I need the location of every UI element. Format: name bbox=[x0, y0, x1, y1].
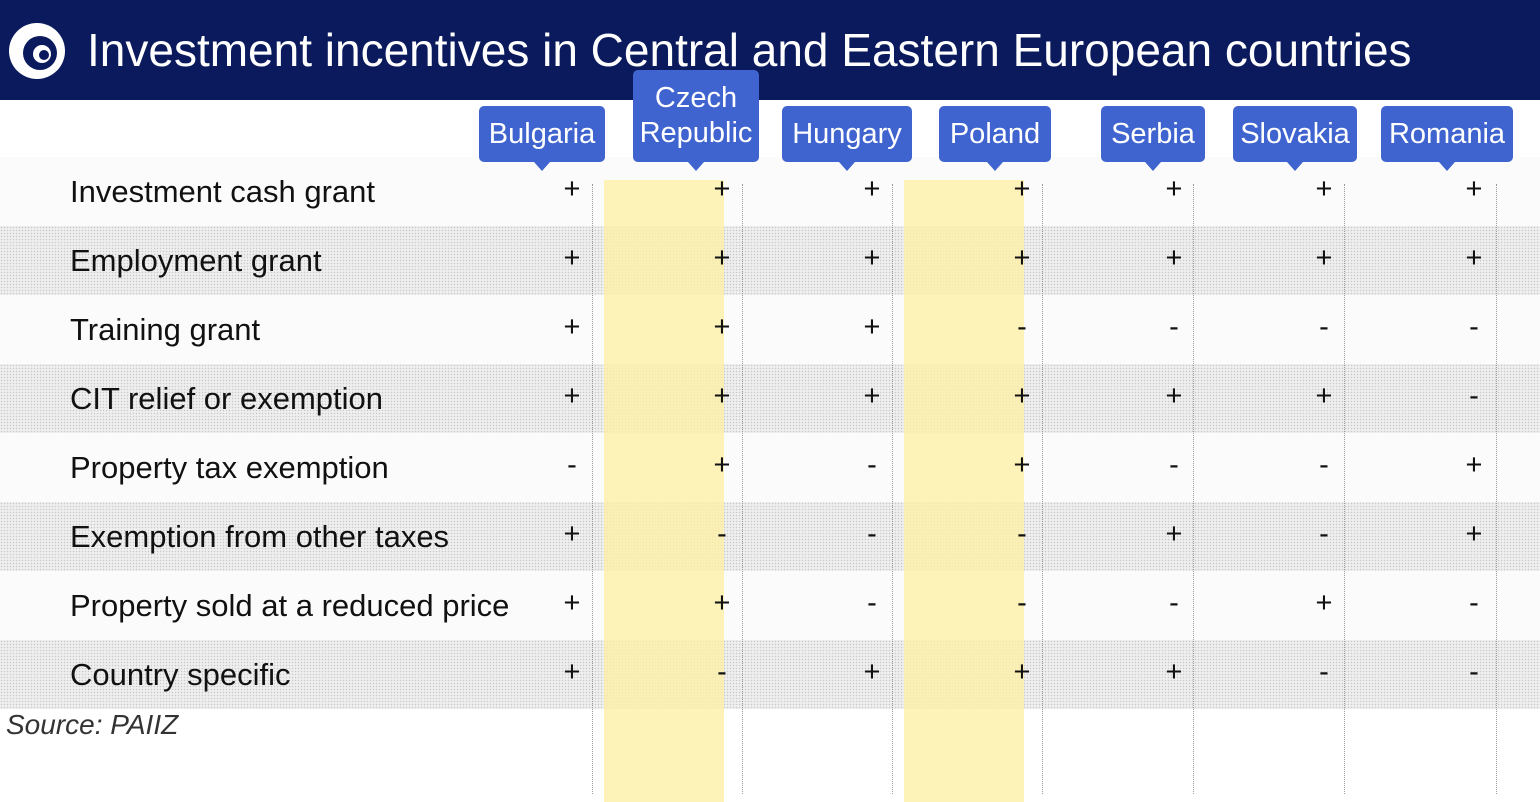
source-note: Source: PAIIZ bbox=[6, 709, 179, 740]
table-cell: - bbox=[717, 518, 727, 550]
table-cell: + bbox=[1465, 518, 1483, 550]
table-cell: + bbox=[1315, 173, 1333, 205]
table-cell: + bbox=[1465, 449, 1483, 481]
table-cell: - bbox=[1319, 656, 1329, 688]
row-label: Training grant bbox=[70, 312, 261, 347]
table-cell: + bbox=[1315, 587, 1333, 619]
column-highlight bbox=[604, 180, 724, 802]
table-cell: + bbox=[713, 449, 731, 481]
table-cell: + bbox=[1165, 173, 1183, 205]
table-cell: + bbox=[863, 380, 881, 412]
table-cell: - bbox=[717, 656, 727, 688]
row-label: Property tax exemption bbox=[70, 450, 389, 485]
table-cell: - bbox=[1319, 449, 1329, 481]
row-label: Country specific bbox=[70, 657, 291, 692]
country-header: Slovakia bbox=[1233, 106, 1357, 171]
table-cell: - bbox=[1469, 587, 1479, 619]
table-cell: - bbox=[1169, 587, 1179, 619]
table-cell: - bbox=[867, 587, 877, 619]
row-band bbox=[0, 364, 1540, 433]
table-cell: + bbox=[1465, 173, 1483, 205]
table-cell: + bbox=[713, 311, 731, 343]
page-title: Investment incentives in Central and Eas… bbox=[87, 24, 1412, 76]
table-cell: + bbox=[1315, 242, 1333, 274]
table-cell: + bbox=[1165, 380, 1183, 412]
table-cell: + bbox=[1165, 656, 1183, 688]
table-cell: + bbox=[713, 242, 731, 274]
country-header: Czech Republic bbox=[633, 70, 759, 171]
table-cell: + bbox=[563, 656, 581, 688]
table-cell: + bbox=[863, 656, 881, 688]
country-header: Poland bbox=[939, 106, 1051, 171]
column-separator bbox=[592, 184, 593, 794]
row-band bbox=[0, 502, 1540, 571]
row-band bbox=[0, 571, 1540, 640]
table-cell: - bbox=[1469, 656, 1479, 688]
table-cell: + bbox=[713, 380, 731, 412]
row-band bbox=[0, 295, 1540, 364]
table-cell: + bbox=[563, 173, 581, 205]
table-cell: + bbox=[1013, 242, 1031, 274]
circular-arc-logo-icon bbox=[9, 23, 65, 79]
table-cell: - bbox=[867, 449, 877, 481]
table-cell: - bbox=[1319, 518, 1329, 550]
incentives-table: Investment cash grant + + + + + + + Employment g… bbox=[0, 70, 1540, 802]
table-cell: + bbox=[1013, 656, 1031, 688]
table-cell: - bbox=[1169, 311, 1179, 343]
table-cell: + bbox=[563, 587, 581, 619]
table-cell: - bbox=[567, 449, 577, 481]
title-bar: Investment incentives in Central and Eas… bbox=[0, 0, 1540, 100]
table-cell: - bbox=[1469, 311, 1479, 343]
column-separator bbox=[1042, 184, 1043, 794]
row-label: CIT relief or exemption bbox=[70, 381, 383, 416]
country-header: Bulgaria bbox=[479, 106, 605, 171]
table-cell: + bbox=[563, 380, 581, 412]
table-cell: + bbox=[1165, 242, 1183, 274]
column-separator bbox=[1193, 184, 1194, 794]
row-label: Investment cash grant bbox=[70, 174, 375, 209]
table-cell: - bbox=[1319, 311, 1329, 343]
column-separator bbox=[742, 184, 743, 794]
table-cell: + bbox=[713, 587, 731, 619]
table-cell: + bbox=[1013, 449, 1031, 481]
row-label: Employment grant bbox=[70, 243, 322, 278]
table-cell: + bbox=[863, 311, 881, 343]
column-separator bbox=[1496, 184, 1497, 794]
row-label: Property sold at a reduced price bbox=[70, 588, 510, 623]
row-label: Exemption from other taxes bbox=[70, 519, 450, 554]
table-cell: - bbox=[867, 518, 877, 550]
country-header: Hungary bbox=[782, 106, 912, 171]
table-cell: - bbox=[1169, 449, 1179, 481]
table-cell: - bbox=[1017, 311, 1027, 343]
column-highlight bbox=[904, 180, 1024, 802]
row-band bbox=[0, 157, 1540, 226]
table-cell: - bbox=[1017, 518, 1027, 550]
table-cell: + bbox=[1165, 518, 1183, 550]
table-cell: - bbox=[1469, 380, 1479, 412]
table-cell: + bbox=[563, 311, 581, 343]
table-cell: + bbox=[1013, 380, 1031, 412]
row-band bbox=[0, 226, 1540, 295]
country-header: Serbia bbox=[1101, 106, 1205, 171]
table-cell: + bbox=[1465, 242, 1483, 274]
row-band bbox=[0, 433, 1540, 502]
table-cell: + bbox=[1315, 380, 1333, 412]
table-cell: + bbox=[563, 242, 581, 274]
country-header: Romania bbox=[1381, 106, 1513, 171]
table-cell: + bbox=[713, 173, 731, 205]
row-band bbox=[0, 640, 1540, 709]
table-cell: - bbox=[1017, 587, 1027, 619]
table-cell: + bbox=[863, 242, 881, 274]
column-separator bbox=[892, 184, 893, 794]
table-cell: + bbox=[1013, 173, 1031, 205]
table-cell: + bbox=[563, 518, 581, 550]
table-cell: + bbox=[863, 173, 881, 205]
column-separator bbox=[1344, 184, 1345, 794]
